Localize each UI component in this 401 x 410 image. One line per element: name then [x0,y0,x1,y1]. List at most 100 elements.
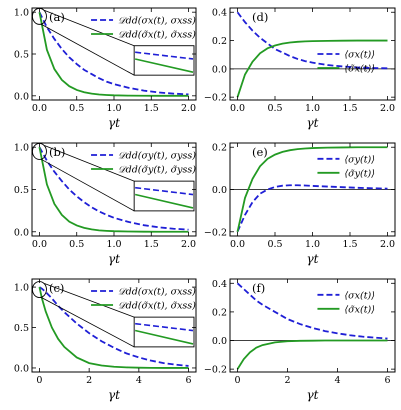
x-axis-label: γt [307,116,319,130]
series-line-dashed [236,11,388,70]
legend: ⟨σx(t)⟩ ⟨σ̃x(t)⟩ [317,50,375,75]
y-tick-label: −0.2 [204,93,227,104]
x-tick-label: 0.0 [32,239,47,250]
panel-label: (e) [252,145,268,159]
x-axis-label: γt [108,116,120,130]
inset [41,9,195,76]
x-tick-label: 2.0 [181,239,196,250]
plot-area [38,11,189,97]
inset-connector [44,9,135,47]
plot-area [236,146,388,233]
panel-f: 0 2 4 6 −0.2 0.0 0.2 0.4 γt (f) ⟨σx(t)⟩ ⟨σ̃x(t)⟩ [204,278,396,402]
x-axis-label: γt [108,252,120,266]
x-tick-label: 1.0 [106,103,121,114]
legend-entry: 𝒟dd(σx(t), σxss) [118,16,196,27]
y-tick-label: 1.0 [14,283,29,294]
inset-connector [41,159,135,212]
panel-label: (d) [252,10,268,24]
x-tick-label: 0 [234,375,240,386]
y-tick-label: 0.0 [212,64,227,75]
x-tick-label: 1.5 [144,239,159,250]
legend-entry: 𝒟dd(σ̃x(t), σ̃xss) [118,301,196,312]
series-line-dashed [38,286,189,367]
x-tick-label: 2 [86,375,92,386]
inset-series-dashed [135,186,194,196]
y-tick-label: 0.0 [14,91,29,102]
x-tick-label: 1.5 [342,103,357,114]
y-tick-label: 0.0 [212,336,227,347]
inset [41,145,195,212]
y-tick-label: 0.4 [212,8,227,19]
y-tick-label: 1.0 [14,143,29,154]
y-tick-label: −0.2 [204,227,227,238]
legend: ⟨σx(t)⟩ ⟨σ̃x(t)⟩ [317,290,375,315]
inset [41,283,195,348]
x-tick-label: 0.0 [230,239,245,250]
inset-series-solid [134,58,194,73]
panel-label: (b) [49,145,65,159]
legend-entry: 𝒟dd(σ̃x(t), σ̃xss) [118,30,196,41]
legend-entry: ⟨σx(t)⟩ [344,50,375,61]
inset-connector [44,145,135,182]
x-axis-label: γt [307,252,319,266]
panel-d: 0.0 0.5 1.0 1.5 2.0−0.20.00.20.4γt(d)⟨σx(t)⟩… [204,7,396,130]
series-line-solid [236,339,388,370]
x-tick-label: 2.0 [181,103,196,114]
x-tick-label: 1.0 [106,239,121,250]
legend: 𝒟dd(σx(t), σxss) 𝒟dd(σ̃x(t), σ̃xss) [91,16,196,41]
panel-c: 0 2 4 6 0.0 0.5 1.0 γt (c) 𝒟dd(σx(t), σxss) 𝒟dd(σ̃… [14,278,197,402]
panel-label: (c) [49,281,64,295]
y-tick-label: 0.2 [212,143,227,154]
legend-entry: 𝒟dd(σ̃y(t), σ̃yss) [118,165,196,176]
series-line-solid [38,286,189,369]
x-tick-label: 4 [334,375,340,386]
series-line-dashed [38,146,189,231]
x-tick-label: 6 [186,375,192,386]
inset-series-solid [134,193,194,209]
y-tick-label: 0.5 [14,323,29,334]
legend-entry: ⟨σx(t)⟩ [344,290,375,301]
series-line-dashed [236,184,388,233]
inset-connector [41,24,135,76]
y-tick-label: 0.0 [14,227,29,238]
x-tick-label: 1.5 [144,103,159,114]
x-tick-label: 0.5 [69,239,84,250]
x-axis-label: γt [108,388,120,402]
x-tick-label: 2.0 [380,239,395,250]
x-tick-label: 1.0 [305,239,320,250]
x-tick-label: 0.5 [69,103,84,114]
x-tick-label: 6 [384,375,390,386]
x-tick-label: 0.5 [267,103,282,114]
panel-e: 0.0 0.5 1.0 1.5 2.0−0.20.00.2γt(e)⟨σy(t)⟩⟨σ̃… [204,142,396,266]
legend-entry: ⟨σ̃x(t)⟩ [344,64,375,75]
x-tick-label: 0 [36,375,42,386]
y-tick-label: 0.2 [212,36,227,47]
x-tick-label: 2.0 [380,103,395,114]
legend: 𝒟dd(σx(t), σxss) 𝒟dd(σ̃x(t), σ̃xss) [91,287,196,312]
legend-entry: 𝒟dd(σy(t), σyss) [118,151,196,162]
inset-connector [44,283,135,318]
panel-label: (a) [49,10,65,24]
y-tick-label: 0.0 [14,363,29,374]
panel-label: (f) [252,281,265,295]
series-line-solid [236,39,388,98]
inset-series-dashed [135,51,194,60]
series-line-solid [38,12,189,97]
legend-entry: ⟨σ̃x(t)⟩ [344,304,375,315]
legend: 𝒟dd(σy(t), σyss) 𝒟dd(σ̃y(t), σ̃yss) [91,151,196,176]
y-tick-label: −0.2 [204,365,227,376]
y-tick-label: 0.5 [14,50,29,61]
plot-area [236,11,388,98]
series-line-solid [236,146,388,232]
x-tick-label: 0.0 [230,103,245,114]
inset-connector [41,297,135,348]
series-line-dashed [236,282,388,340]
inset-series-dashed [135,322,194,332]
x-tick-label: 0.5 [267,239,282,250]
legend: ⟨σy(t)⟩ ⟨σ̃y(t)⟩ [317,154,375,179]
x-tick-label: 2 [284,375,290,386]
plot-area [236,282,388,370]
axes-frame [229,278,396,373]
panel-a: 0.0 0.5 1.0 1.5 2.0 0.0 0.5 1.0 γt (a) 𝒟dd(σx(t), … [14,7,197,130]
